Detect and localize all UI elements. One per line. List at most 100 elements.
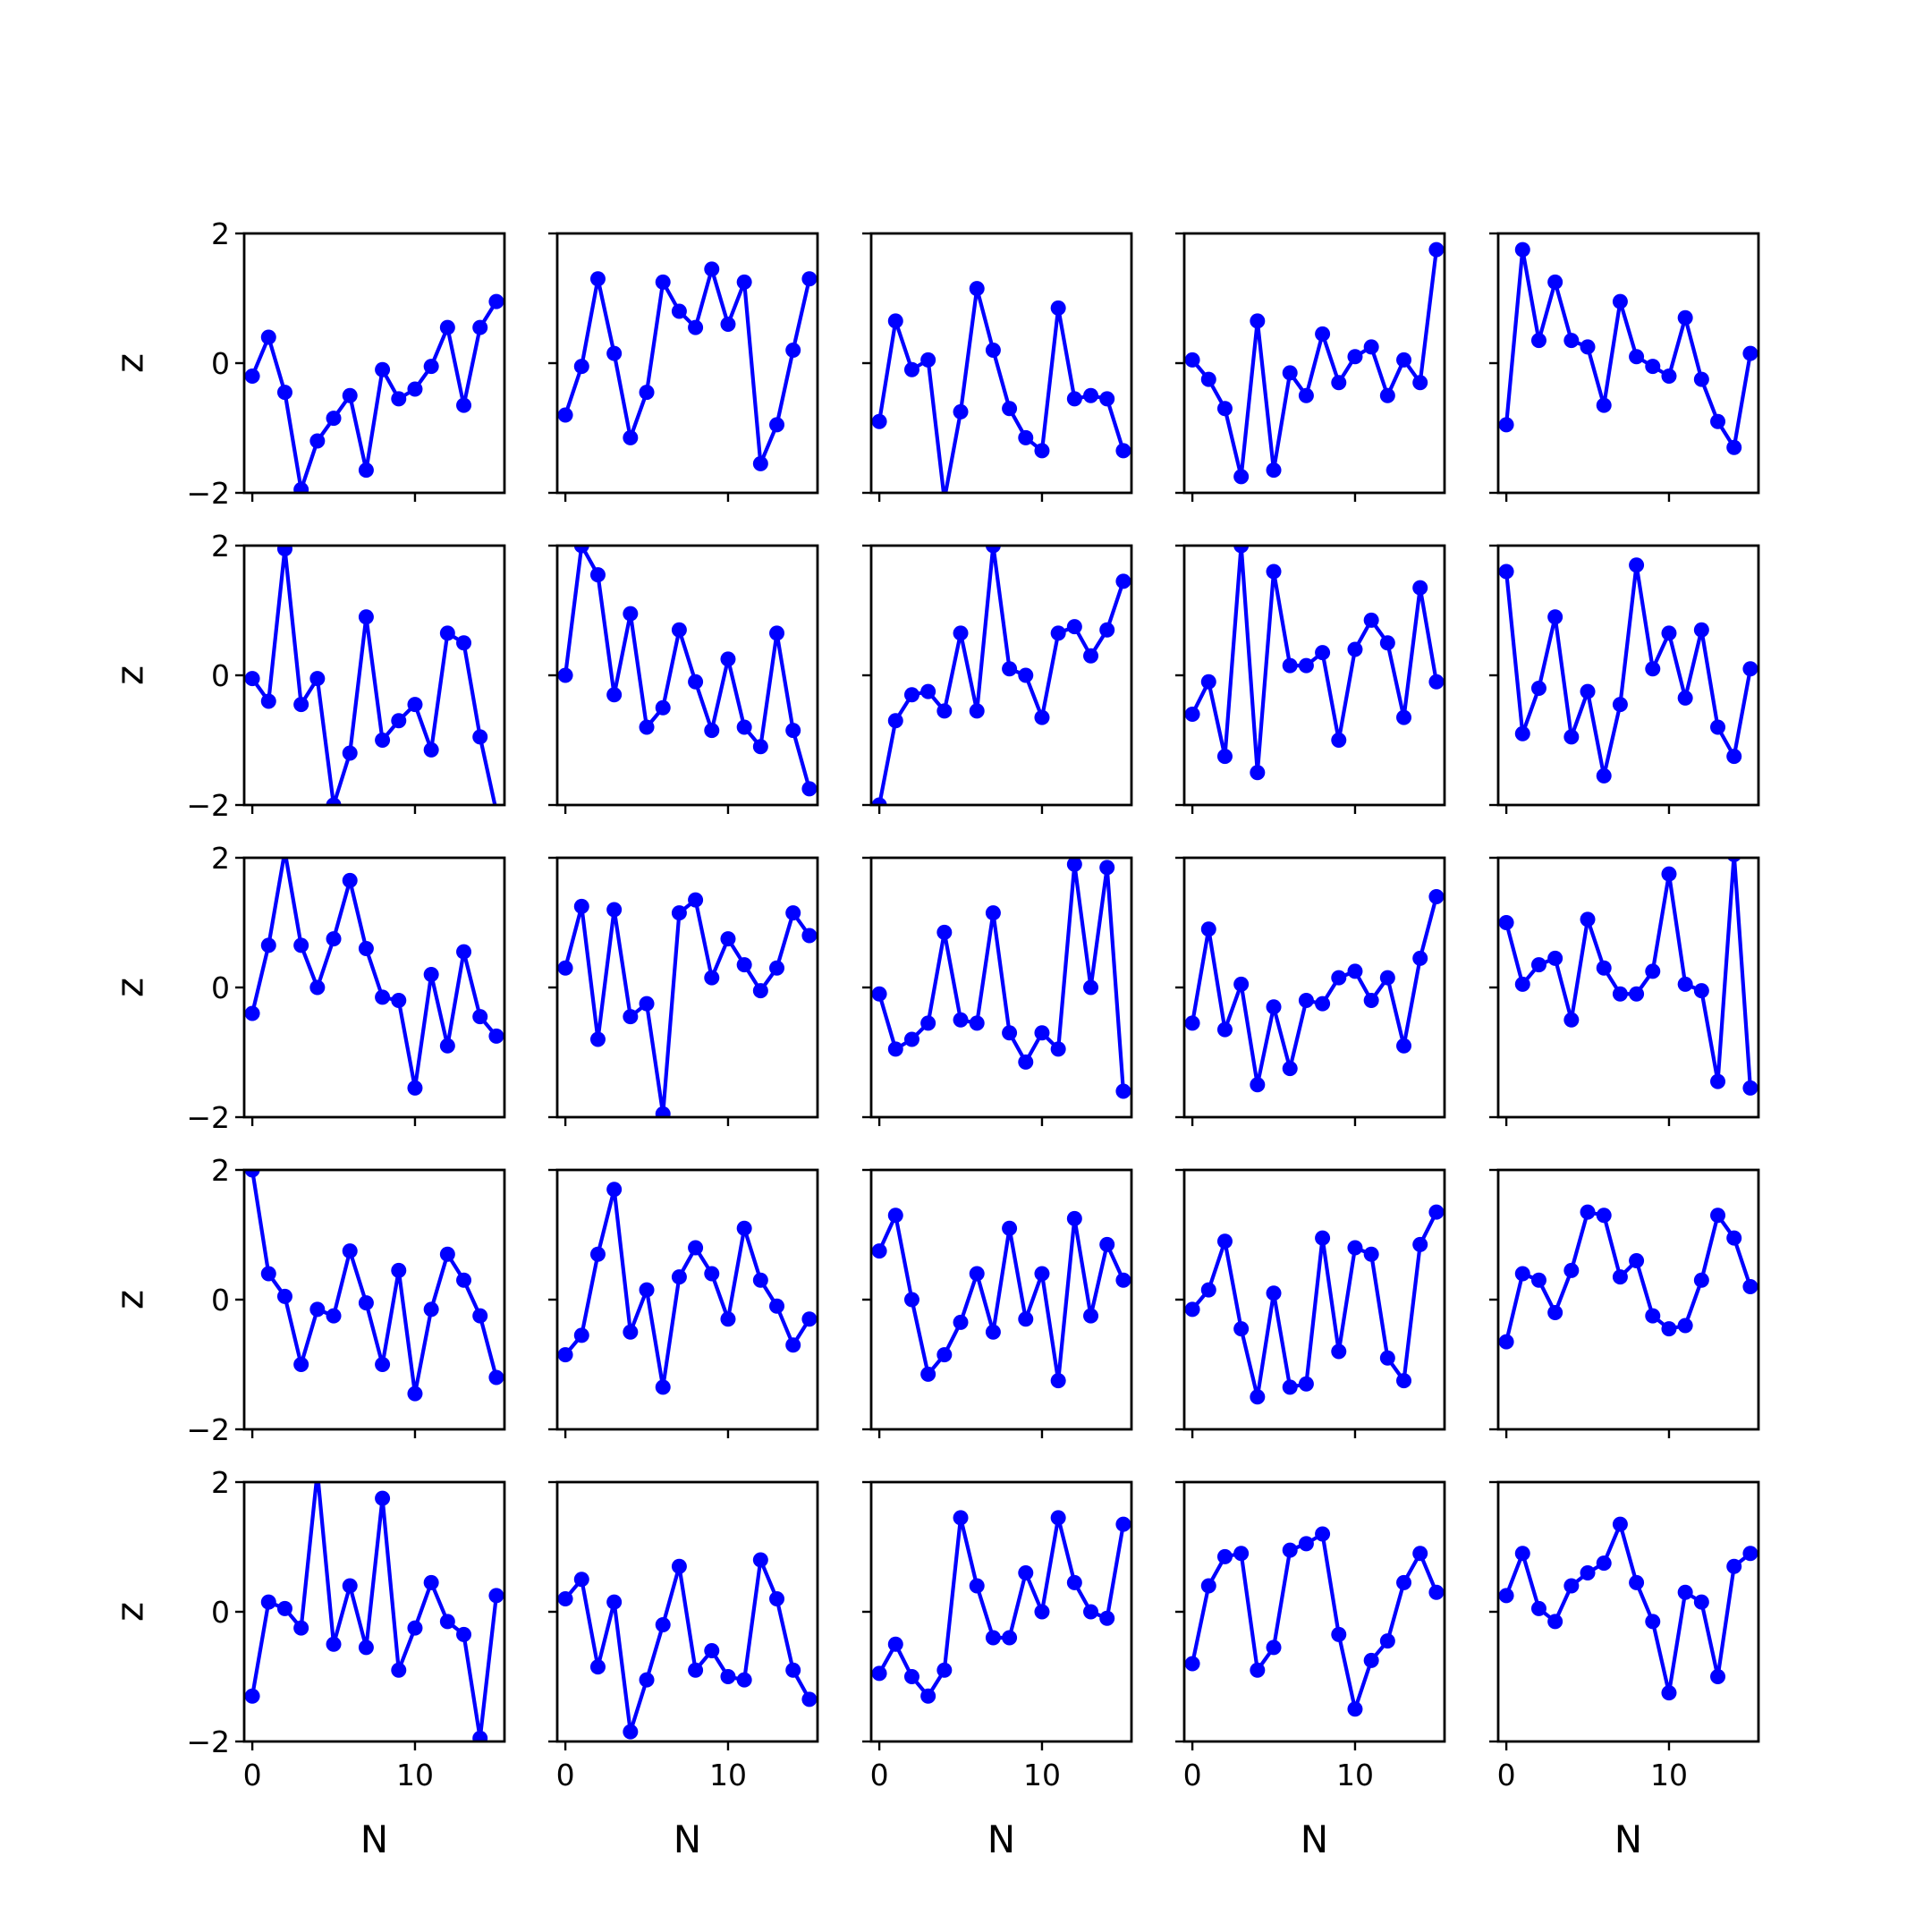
- data-point: [1083, 1604, 1099, 1620]
- y-tick-label: 0: [211, 1595, 230, 1630]
- data-point: [1282, 365, 1298, 381]
- data-point: [557, 1591, 573, 1606]
- data-point: [1530, 333, 1546, 349]
- data-point: [801, 928, 818, 944]
- data-point: [1347, 963, 1363, 979]
- data-point: [1099, 1236, 1115, 1252]
- data-point: [1363, 1246, 1379, 1262]
- panel-r4-c3: [862, 1168, 1133, 1438]
- data-point: [573, 1327, 589, 1343]
- data-point: [1530, 1272, 1546, 1288]
- x-axis-label: N: [360, 1818, 388, 1861]
- data-point: [671, 905, 687, 921]
- data-point: [720, 931, 736, 947]
- data-point: [1629, 1253, 1645, 1268]
- data-point: [1645, 661, 1661, 677]
- data-point: [606, 902, 623, 918]
- panel-r1-c5: [1489, 232, 1760, 502]
- data-point: [785, 723, 801, 739]
- y-tick-label: −2: [186, 1724, 230, 1759]
- data-point: [1282, 657, 1298, 674]
- series-line: [1190, 894, 1439, 1087]
- y-tick-label: 2: [211, 1465, 230, 1500]
- data-point: [1596, 767, 1612, 784]
- series-line: [1504, 248, 1753, 450]
- data-point: [1050, 1510, 1066, 1526]
- data-point: [1693, 371, 1709, 387]
- y-tick-label: 0: [211, 970, 230, 1005]
- data-point: [391, 1662, 407, 1678]
- data-point: [488, 293, 504, 309]
- x-tick-label: 10: [709, 1758, 747, 1792]
- data-point: [752, 1272, 768, 1288]
- series-line: [250, 1482, 499, 1741]
- data-point: [1002, 1025, 1018, 1041]
- data-point: [326, 1636, 342, 1652]
- series-group: [244, 858, 504, 1096]
- data-point: [589, 1659, 606, 1675]
- series-line: [1504, 1210, 1753, 1344]
- data-point: [969, 1266, 985, 1282]
- data-point: [1250, 313, 1266, 329]
- data-point: [391, 391, 407, 407]
- series-line: [877, 862, 1126, 1094]
- data-point: [1661, 369, 1677, 384]
- data-point: [342, 1243, 358, 1259]
- series-line: [563, 546, 812, 792]
- data-point: [1363, 612, 1379, 628]
- x-tick-label: 0: [243, 1758, 262, 1792]
- data-point: [871, 986, 887, 1002]
- data-point: [1315, 996, 1331, 1012]
- data-point: [1412, 1546, 1428, 1562]
- x-axis-label: N: [987, 1818, 1015, 1861]
- data-point: [375, 733, 391, 748]
- data-point: [1216, 401, 1233, 417]
- data-point: [1645, 359, 1661, 375]
- data-point: [260, 1594, 276, 1610]
- data-point: [639, 719, 655, 735]
- x-tick-label: 0: [1183, 1758, 1202, 1792]
- y-tick-label: −2: [186, 1412, 230, 1447]
- data-point: [903, 687, 919, 703]
- data-point: [1034, 1025, 1050, 1041]
- y-tick-label: −2: [186, 476, 230, 511]
- data-point: [801, 1691, 818, 1707]
- data-point: [752, 1552, 768, 1568]
- data-point: [557, 960, 573, 976]
- data-point: [1661, 1321, 1677, 1337]
- series-line: [1190, 1209, 1439, 1399]
- data-point: [1428, 1204, 1445, 1220]
- y-tick-label: −2: [186, 788, 230, 823]
- data-point: [1726, 1230, 1742, 1246]
- panel-r1-c1: −2 0 2 z: [108, 216, 506, 511]
- series-line: [250, 299, 499, 492]
- data-point: [1563, 333, 1580, 349]
- data-point: [1034, 443, 1050, 459]
- data-point: [423, 1574, 439, 1590]
- data-point: [623, 1009, 639, 1025]
- data-point: [456, 1626, 472, 1642]
- data-point: [1233, 976, 1250, 992]
- data-point: [887, 1636, 903, 1652]
- data-point: [1347, 1701, 1363, 1717]
- data-point: [589, 271, 606, 287]
- series-line: [877, 1213, 1126, 1383]
- data-point: [1498, 417, 1514, 433]
- data-point: [358, 941, 374, 956]
- data-point: [1034, 1266, 1050, 1282]
- y-tick-label: −2: [186, 1100, 230, 1135]
- data-point: [589, 1246, 606, 1262]
- data-point: [704, 723, 720, 739]
- data-point: [785, 905, 801, 921]
- data-point: [1661, 625, 1677, 641]
- data-point: [655, 1617, 671, 1632]
- data-point: [1580, 1565, 1596, 1580]
- data-point: [1580, 683, 1596, 699]
- data-point: [720, 1669, 736, 1684]
- data-point: [655, 699, 671, 716]
- panel-r3-c4: [1175, 856, 1446, 1126]
- data-point: [688, 674, 704, 690]
- data-point: [801, 271, 818, 287]
- data-point: [1677, 976, 1693, 992]
